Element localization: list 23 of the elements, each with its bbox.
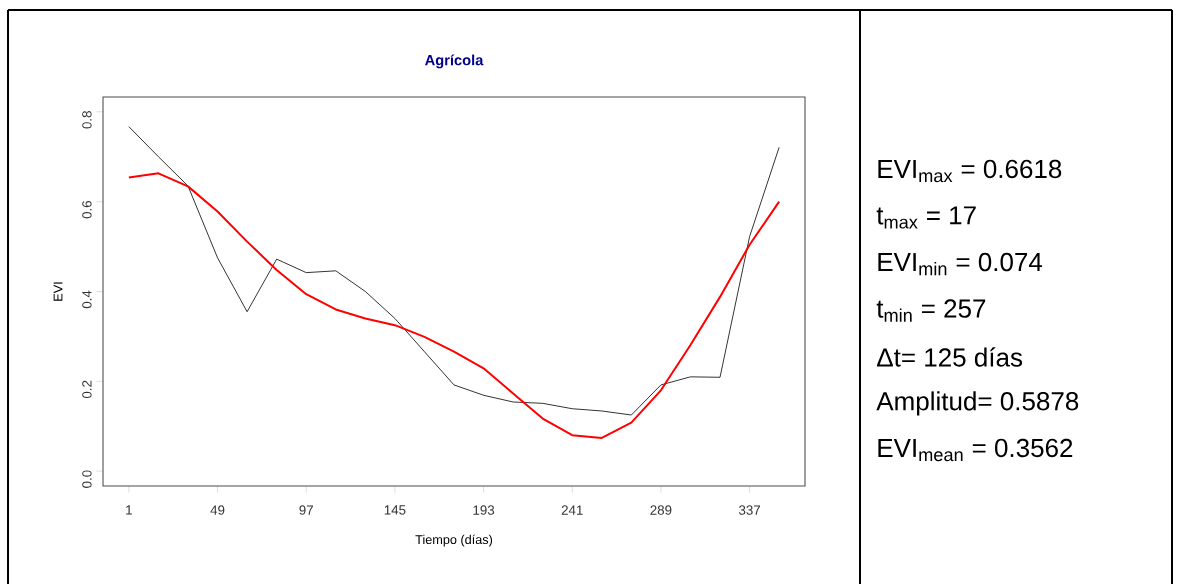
x-tick-label: 289	[650, 505, 672, 515]
text: EVI$_{mean}$ = 0.3562	[878, 438, 1073, 462]
y-tick-label: 0.6	[82, 200, 92, 219]
text: t$_{max}$ = 17	[876, 206, 976, 229]
text: EVI$_{max}$ = 0.6618	[878, 159, 1062, 183]
y-tick-label: 0.2	[82, 380, 92, 399]
x-tick-label: 49	[210, 505, 225, 515]
x-tick-label: 145	[384, 505, 406, 515]
x-axis-title: Tiempo (días)	[415, 534, 493, 547]
x-tick-label: 193	[473, 505, 495, 515]
y-tick-label: 0.8	[82, 111, 92, 129]
text: EVI$_{min}$ = 0.074	[878, 252, 1043, 276]
x-tick-label: 97	[299, 505, 313, 515]
chart-title: Agrícola	[425, 54, 484, 69]
x-tick-label: 241	[561, 505, 583, 515]
x-tick-label: 337	[738, 505, 761, 515]
y-axis-title: EVI	[53, 282, 63, 301]
text: Δt= 125 días	[877, 347, 1023, 367]
x-tick-label: 1	[126, 505, 132, 515]
y-tick-label: 0.4	[82, 290, 92, 309]
y-tick-label: 0.0	[82, 470, 92, 488]
text: t$_{min}$ = 257	[876, 299, 986, 322]
text: Amplitud= 0.5878	[876, 391, 1079, 416]
